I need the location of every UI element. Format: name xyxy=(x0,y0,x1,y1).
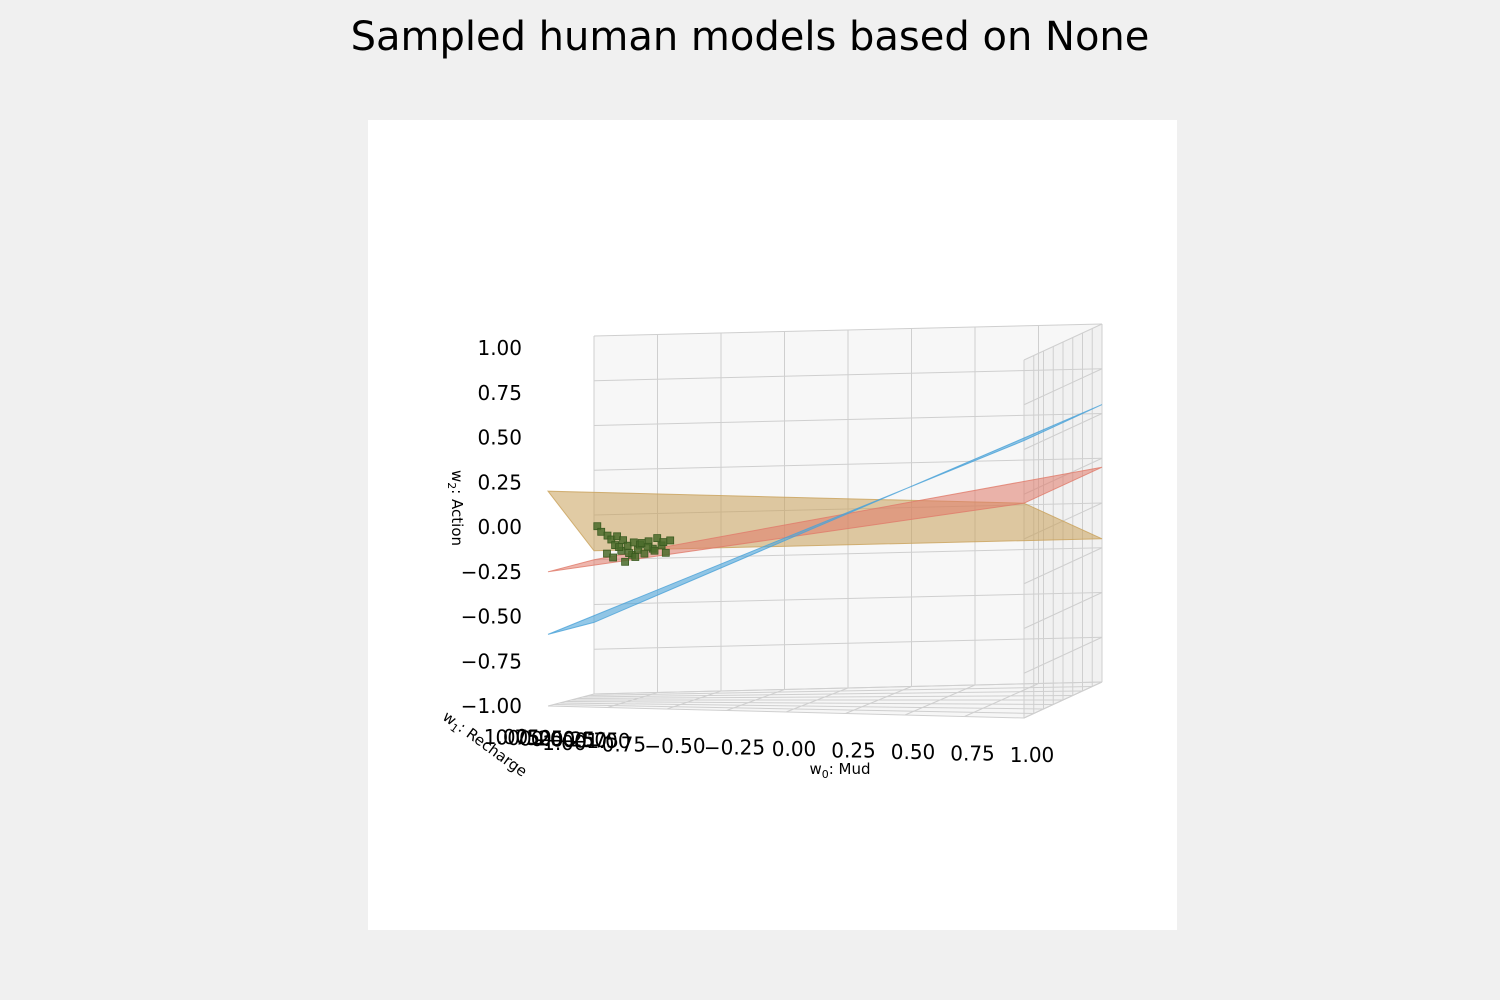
grid-line xyxy=(593,457,1103,471)
z-tick-label: −1.00 xyxy=(461,694,522,718)
data-point xyxy=(659,538,668,546)
y-tick-label: −0.75 xyxy=(558,729,619,753)
data-point xyxy=(603,549,611,558)
x-tick-label: −1.00 xyxy=(525,731,586,755)
grid-line xyxy=(1023,681,1103,719)
z-tick-label: −0.75 xyxy=(461,649,522,673)
data-point xyxy=(637,539,646,547)
x-axis-label: w0: Mud xyxy=(809,760,870,781)
z-axis-label: w2: Action xyxy=(445,470,466,546)
x-tick-label: −0.75 xyxy=(585,733,646,757)
y-tick-label: −0.25 xyxy=(534,728,595,752)
x-tick-label: 0.75 xyxy=(950,742,995,766)
y-tick-label: 0.25 xyxy=(519,727,564,751)
y-tick-label: 1.00 xyxy=(484,725,529,749)
data-point xyxy=(666,536,675,545)
data-point xyxy=(640,549,649,558)
data-point xyxy=(644,542,652,551)
x-tick-label: 0.00 xyxy=(772,737,817,761)
z-tick-label: 1.00 xyxy=(477,336,522,360)
z-tick-label: 0.00 xyxy=(477,515,522,539)
x-tick-label: 0.50 xyxy=(891,740,936,764)
chart-title: Sampled human models based on None xyxy=(350,14,1150,60)
data-point xyxy=(625,549,633,557)
z-tick-label: 0.75 xyxy=(477,381,522,405)
data-point xyxy=(615,543,623,551)
grid-line xyxy=(559,702,1044,710)
grid-line xyxy=(593,323,1103,337)
y-tick-label: 0.50 xyxy=(507,726,552,750)
y-tick-label: 0.00 xyxy=(531,727,576,751)
x-tick-label: 1.00 xyxy=(1010,743,1055,767)
data-point xyxy=(609,553,617,562)
data-point xyxy=(621,557,629,566)
scatter-points xyxy=(593,522,675,566)
grid-line xyxy=(565,701,1054,705)
tick-labels: −1.00−0.75−0.50−0.25 0.00 0.25 0.50 0.75 1.00… xyxy=(461,336,1055,767)
grid-line xyxy=(553,704,1034,714)
grid-line xyxy=(1023,323,1103,361)
x-tick-label: −0.25 xyxy=(704,736,765,760)
grid-line xyxy=(593,368,1103,382)
data-point xyxy=(650,546,659,555)
grid-line xyxy=(964,683,1039,717)
z-tick-label: −0.25 xyxy=(461,560,522,584)
data-point xyxy=(631,553,640,561)
z-tick-label: −0.50 xyxy=(461,605,522,629)
plane-2 xyxy=(547,466,1103,573)
data-point xyxy=(593,522,602,531)
z-tick-label: 0.25 xyxy=(477,470,522,494)
data-point xyxy=(613,532,621,541)
grid-line xyxy=(547,705,1025,719)
x-tick-label: 0.25 xyxy=(831,739,876,763)
y-tick-label: −1.00 xyxy=(569,729,630,753)
plane-3 xyxy=(547,404,1103,635)
x-tick-label: −0.50 xyxy=(644,734,705,758)
grid-line xyxy=(593,413,1103,426)
planes-layer xyxy=(546,404,1103,635)
grid-line xyxy=(1023,368,1103,406)
data-point xyxy=(653,534,662,542)
y-tick-label: −0.50 xyxy=(546,728,607,752)
grid-line xyxy=(904,684,976,716)
y-tick-label: 0.75 xyxy=(496,726,541,750)
grid-line xyxy=(1023,413,1103,450)
grid-line xyxy=(845,686,912,714)
data-point xyxy=(661,548,670,557)
data-point xyxy=(619,536,627,545)
z-tick-label: 0.50 xyxy=(477,426,522,450)
